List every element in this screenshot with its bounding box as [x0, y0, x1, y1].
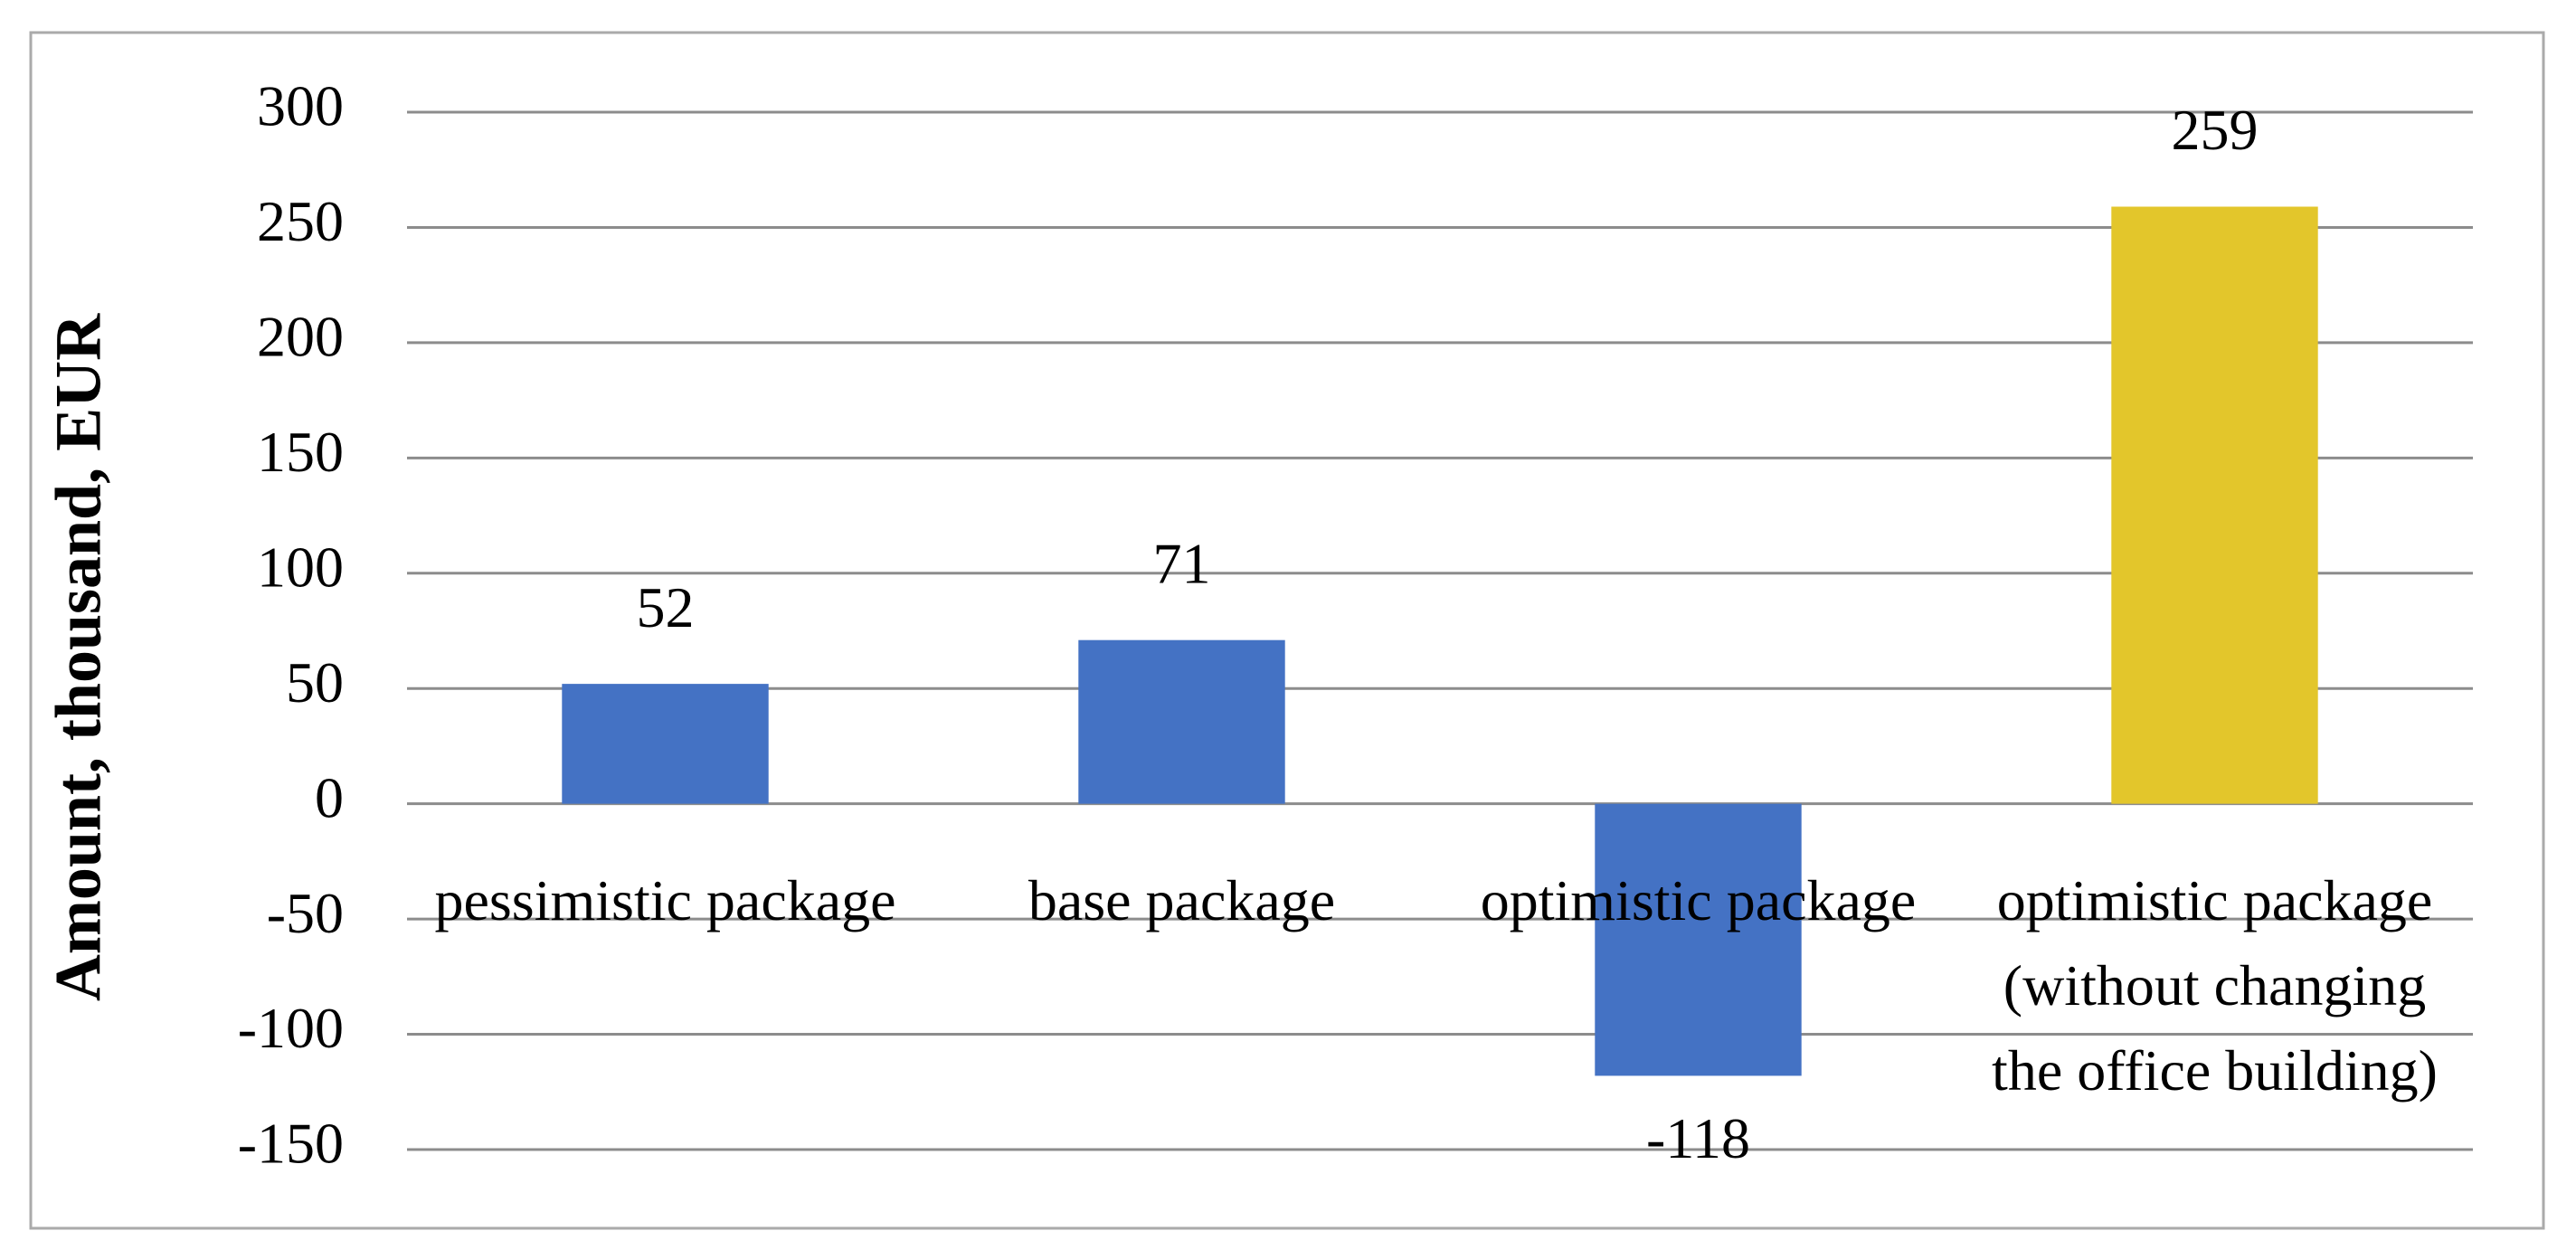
x-tick-label: optimistic package (without changing the… [1992, 867, 2438, 1103]
y-tick-label: 150 [257, 420, 344, 484]
y-tick-label: 100 [257, 535, 344, 599]
y-tick-label: -50 [267, 881, 344, 945]
value-label: 71 [1153, 531, 1211, 595]
x-tick-label: base package [1028, 867, 1336, 932]
value-label: -118 [1646, 1106, 1750, 1170]
x-tick-label: pessimistic package [434, 867, 896, 932]
y-tick-label: 300 [257, 74, 344, 138]
y-tick-label: 0 [315, 765, 344, 829]
y-tick-label: 250 [257, 189, 344, 253]
value-label: 259 [2172, 98, 2259, 162]
y-axis-label: Amount, thousand, EUR [43, 313, 115, 1001]
bar [1595, 803, 1802, 1076]
y-tick-label: 200 [257, 305, 344, 369]
y-tick-label: -150 [238, 1112, 344, 1176]
bar [562, 684, 769, 804]
value-label: 52 [637, 575, 695, 639]
y-tick-label: -100 [238, 996, 344, 1060]
bar [1078, 639, 1285, 804]
y-tick-label: 50 [286, 650, 344, 715]
x-tick-label: optimistic package [1480, 867, 1917, 932]
bar [2111, 206, 2318, 804]
